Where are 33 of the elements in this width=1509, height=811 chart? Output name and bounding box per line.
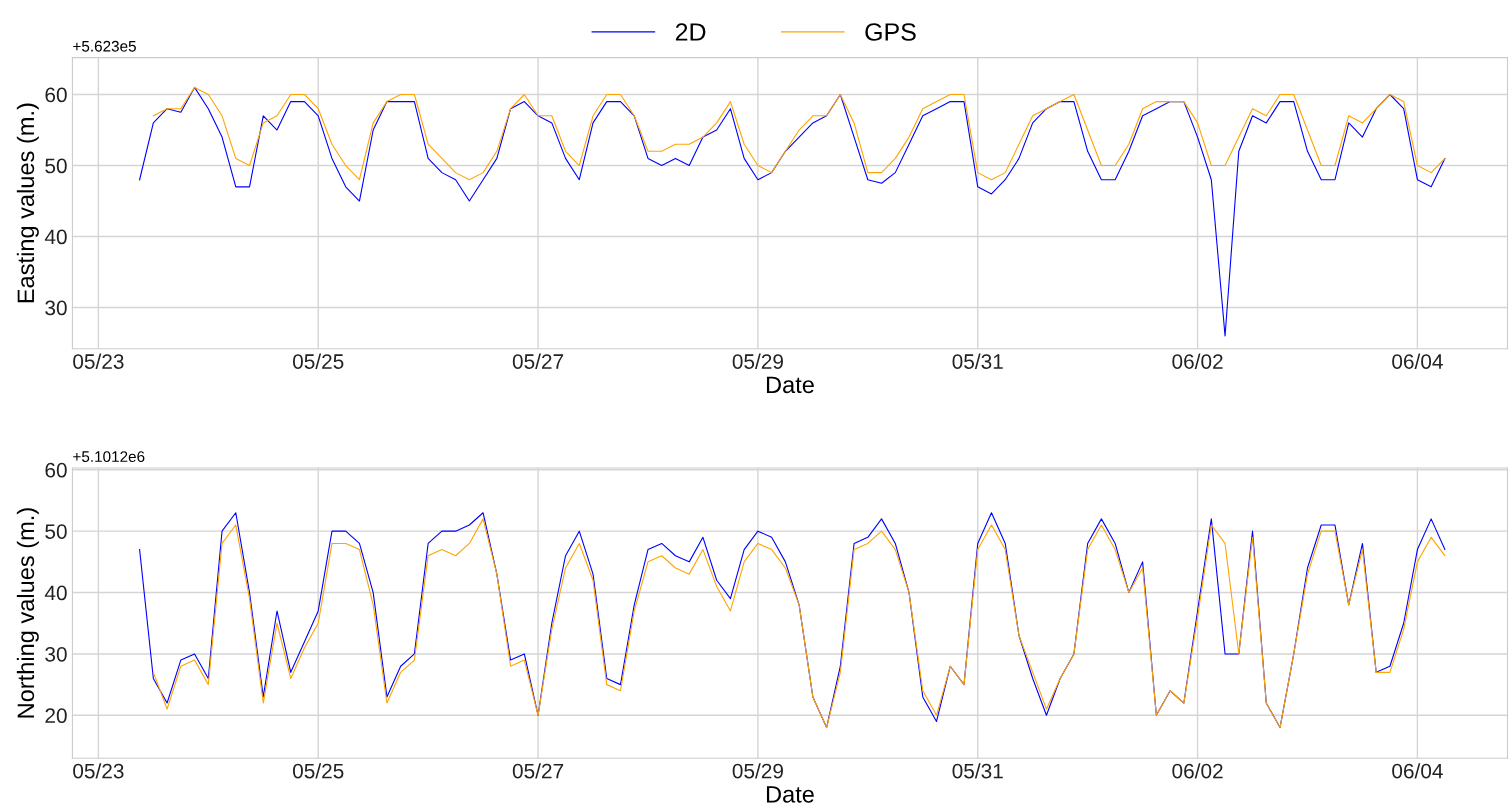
x-axis-title: Date bbox=[766, 376, 814, 394]
y-tick-label: 30 bbox=[45, 646, 67, 662]
x-tick-label: 05/27 bbox=[512, 353, 564, 369]
x-tick-label: 06/04 bbox=[1392, 353, 1443, 369]
y-axis-title: Northing values (m.) bbox=[16, 508, 39, 718]
y-tick-label: 40 bbox=[44, 585, 67, 601]
y-tick-label: 30 bbox=[45, 300, 67, 316]
text: +5.623e5 bbox=[73, 40, 136, 52]
y-tick-label: 50 bbox=[45, 158, 67, 174]
line-series bbox=[152, 86, 1446, 181]
x-tick-label: 05/29 bbox=[732, 763, 783, 779]
text: +5.1012e6 bbox=[73, 451, 145, 463]
x-axis-title: Date bbox=[766, 786, 814, 803]
x-tick-label: 05/31 bbox=[952, 353, 1003, 369]
x-tick-label: 05/31 bbox=[952, 763, 1003, 779]
line-series bbox=[139, 86, 1446, 337]
x-tick-label: 06/04 bbox=[1392, 763, 1443, 779]
x-tick-label: 05/25 bbox=[292, 763, 344, 779]
x-tick-label: 06/02 bbox=[1172, 763, 1223, 779]
y-tick-label: 60 bbox=[45, 462, 67, 478]
x-tick-label: 05/27 bbox=[512, 763, 564, 779]
x-tick-label: 05/23 bbox=[73, 353, 124, 369]
x-tick-label: 05/29 bbox=[732, 353, 783, 369]
y-tick-label: 20 bbox=[45, 708, 67, 724]
x-tick-label: 05/25 bbox=[292, 353, 344, 369]
y-tick-label: 40 bbox=[44, 229, 67, 245]
x-tick-label: 05/23 bbox=[73, 763, 124, 779]
y-axis-title: Easting values (m.) bbox=[16, 103, 39, 303]
y-tick-label: 60 bbox=[45, 87, 67, 103]
x-tick-label: 06/02 bbox=[1172, 353, 1223, 369]
legend-label: GPS bbox=[865, 23, 916, 41]
legend-label: 2D bbox=[675, 23, 706, 41]
y-tick-label: 50 bbox=[45, 524, 67, 539]
